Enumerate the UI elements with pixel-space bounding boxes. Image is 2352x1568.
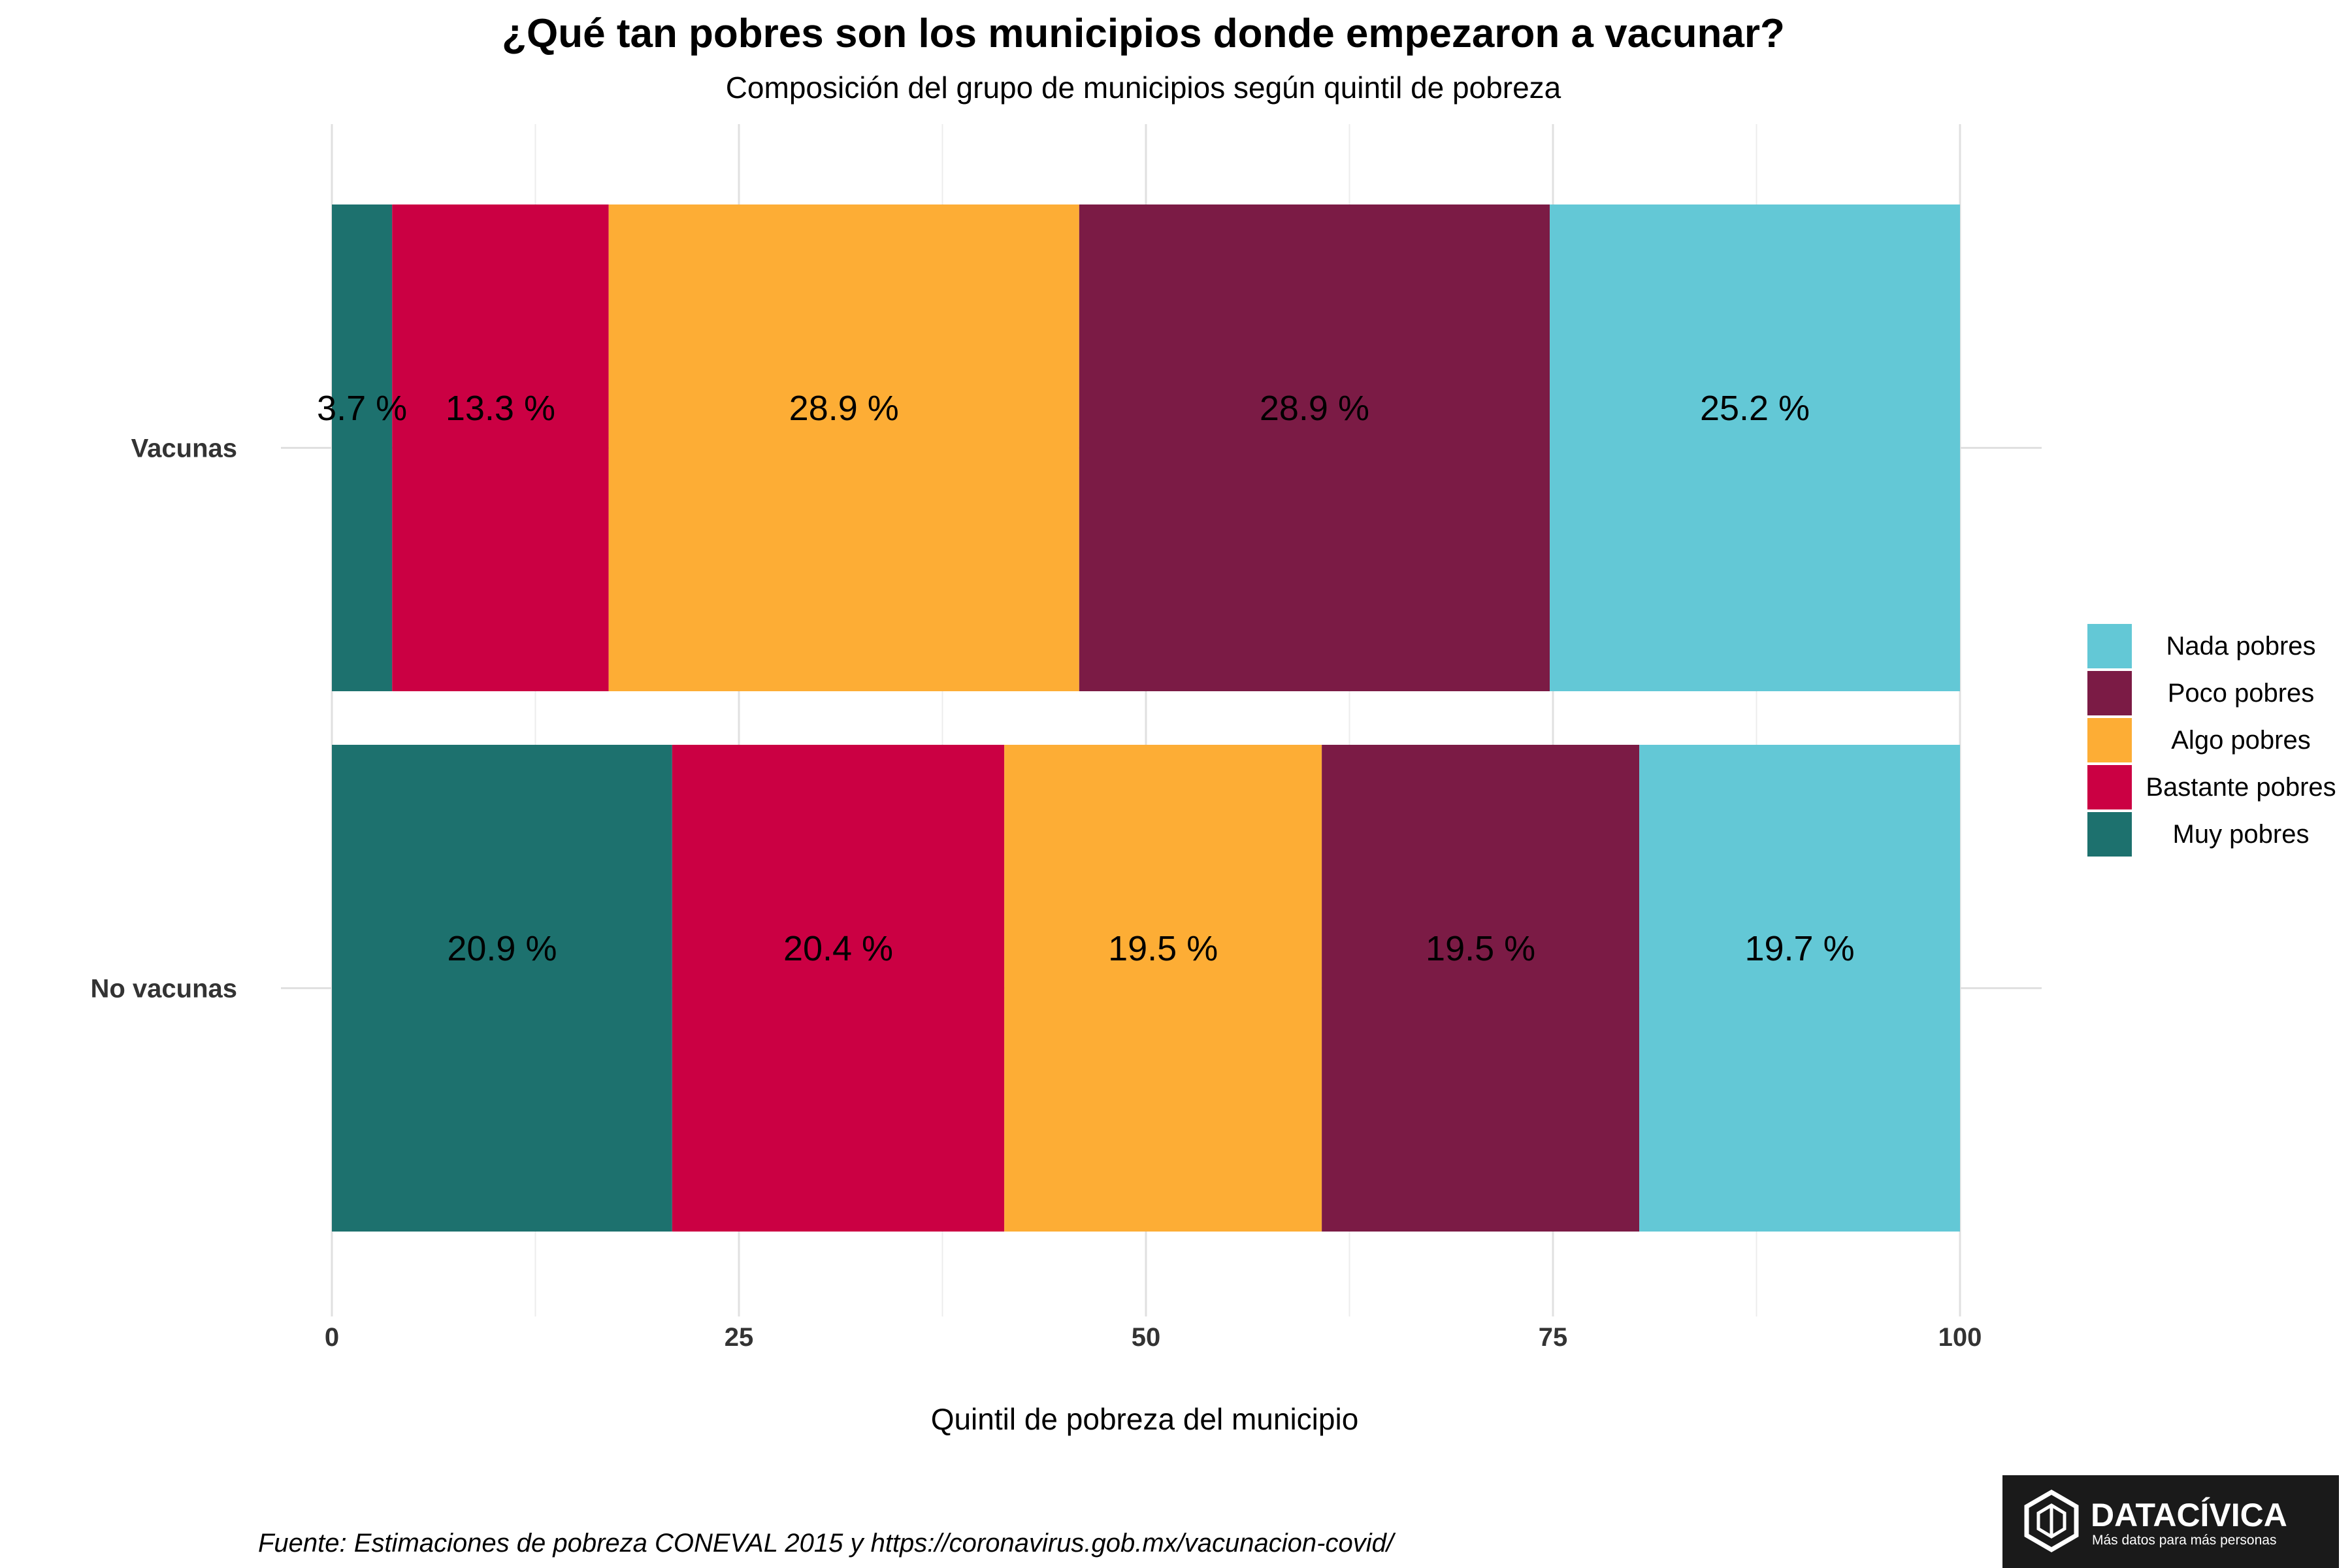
legend-swatch xyxy=(2087,671,2132,715)
legend-label: Poco pobres xyxy=(2168,679,2315,708)
legend-swatch xyxy=(2087,624,2132,668)
bars xyxy=(332,204,1960,1232)
bar-segment xyxy=(332,745,672,1232)
logo-background xyxy=(2002,1475,2339,1568)
bar-segment xyxy=(1639,745,1960,1232)
bar-segment xyxy=(1004,745,1322,1232)
category-label: No vacunas xyxy=(90,975,237,1004)
legend-label: Algo pobres xyxy=(2171,726,2310,755)
x-tick-label: 25 xyxy=(725,1323,754,1352)
segment-labels: 3.7 % 13.3 % 28.9 % 28.9 % 25.2 % 20.9 % 20.4 … xyxy=(317,389,1855,968)
data-label: 20.4 % xyxy=(783,929,893,968)
data-label: 19.5 % xyxy=(1426,929,1535,968)
x-tick-label: 50 xyxy=(1132,1323,1161,1352)
data-label: 19.5 % xyxy=(1108,929,1218,968)
logo-name: DATACÍVICA xyxy=(2091,1497,2287,1533)
data-label: 25.2 % xyxy=(1700,389,1810,428)
data-label: 19.7 % xyxy=(1744,929,1854,968)
bar-segment xyxy=(608,204,1079,691)
chart-subtitle: Composición del grupo de municipios segú… xyxy=(726,71,1561,105)
legend-label: Bastante pobres xyxy=(2146,773,2336,802)
logo-mark-icon xyxy=(2024,1489,2079,1553)
x-tick-labels: 0 25 50 75 100 xyxy=(325,1323,1982,1352)
x-tick-label: 0 xyxy=(325,1323,339,1352)
legend-swatch xyxy=(2087,718,2132,762)
bar-segment xyxy=(332,204,393,691)
legend-swatch xyxy=(2087,765,2132,809)
source-note: Fuente: Estimaciones de pobreza CONEVAL … xyxy=(258,1529,1396,1558)
data-label: 13.3 % xyxy=(446,389,555,428)
bar-segment xyxy=(1322,745,1640,1232)
bar-segment xyxy=(1079,204,1550,691)
x-tick-label: 75 xyxy=(1539,1323,1568,1352)
x-axis-title: Quintil de pobreza del municipio xyxy=(931,1402,1359,1436)
data-label: 3.7 % xyxy=(317,389,407,428)
logo-tagline: Más datos para más personas xyxy=(2092,1533,2276,1548)
legend: Nada pobres Poco pobres Algo pobres Bastant… xyxy=(2087,624,2336,857)
x-tick-label: 100 xyxy=(1938,1323,1982,1352)
data-label: 28.9 % xyxy=(1260,389,1369,428)
legend-label: Nada pobres xyxy=(2166,632,2315,661)
category-labels: Vacunas No vacunas xyxy=(90,434,237,1004)
bar-segment xyxy=(672,745,1005,1232)
datacivica-logo: DATACÍVICA Más datos para más personas xyxy=(2002,1475,2339,1568)
legend-swatch xyxy=(2087,812,2132,857)
bar-segment xyxy=(392,204,609,691)
legend-label: Muy pobres xyxy=(2173,820,2310,849)
bar-segment xyxy=(1550,204,1960,691)
chart-title: ¿Qué tan pobres son los municipios donde… xyxy=(502,11,1785,56)
data-label: 28.9 % xyxy=(789,389,899,428)
data-label: 20.9 % xyxy=(447,929,557,968)
category-label: Vacunas xyxy=(131,434,237,463)
